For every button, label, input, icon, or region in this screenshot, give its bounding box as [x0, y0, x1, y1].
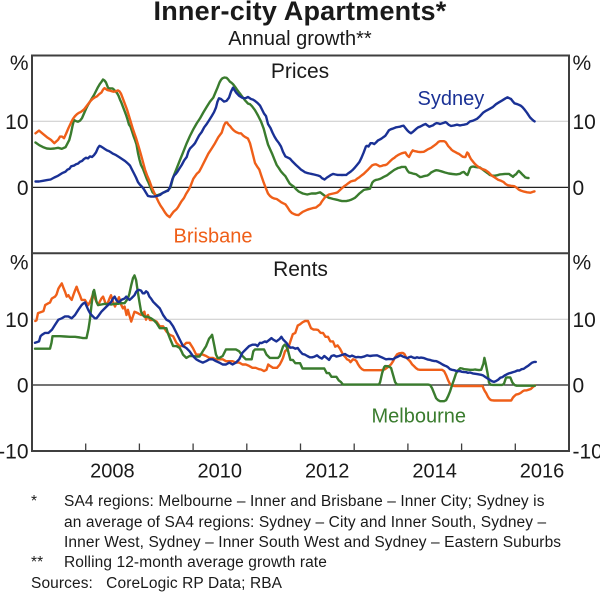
svg-text:2010: 2010	[198, 461, 243, 483]
svg-text:%: %	[10, 252, 29, 275]
svg-text:%: %	[573, 252, 592, 275]
svg-text:0: 0	[573, 375, 585, 398]
svg-text:%: %	[573, 52, 592, 75]
svg-text:0: 0	[573, 177, 585, 200]
svg-text:10: 10	[5, 111, 28, 134]
svg-text:0: 0	[17, 375, 29, 398]
svg-text:Prices: Prices	[271, 60, 329, 83]
svg-text:2012: 2012	[305, 461, 350, 483]
svg-text:10: 10	[5, 309, 28, 332]
svg-text:-10: -10	[0, 441, 29, 464]
svg-text:-10: -10	[573, 441, 600, 464]
svg-text:10: 10	[573, 111, 596, 134]
svg-text:10: 10	[573, 309, 596, 332]
svg-text:Brisbane: Brisbane	[174, 226, 253, 248]
svg-text:2014: 2014	[412, 461, 457, 483]
svg-text:Sydney: Sydney	[418, 88, 485, 110]
svg-text:2008: 2008	[90, 461, 135, 483]
svg-text:Rents: Rents	[273, 258, 328, 281]
svg-text:%: %	[10, 52, 29, 75]
svg-text:Melbourne: Melbourne	[372, 406, 467, 428]
svg-text:0: 0	[17, 177, 29, 200]
svg-text:2016: 2016	[520, 461, 565, 483]
